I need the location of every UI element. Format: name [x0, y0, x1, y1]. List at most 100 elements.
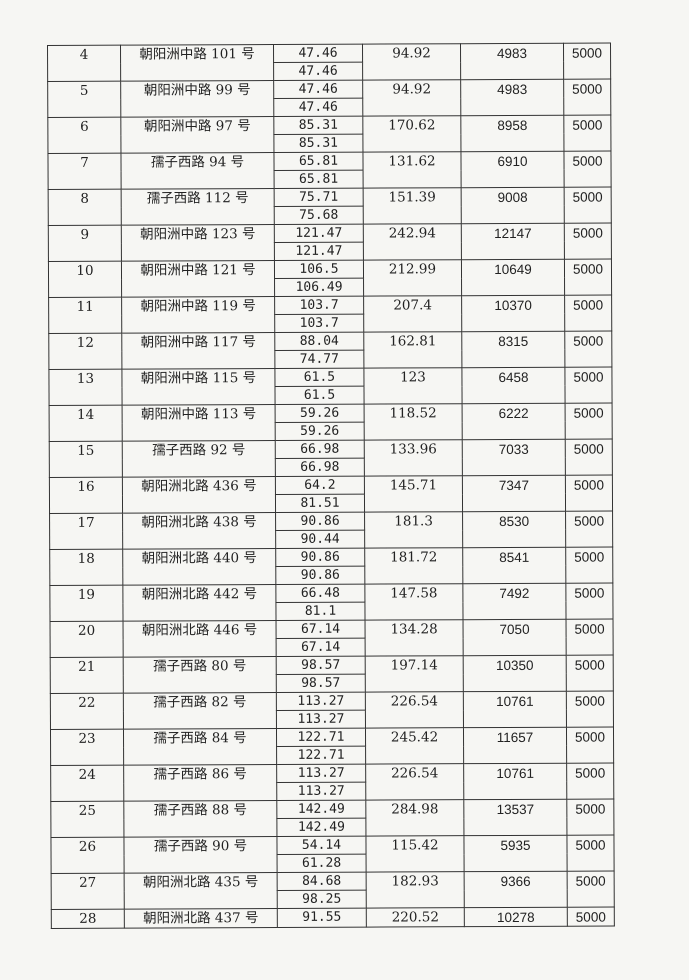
row-number-cell: 25 [50, 801, 124, 838]
area-cell: 113.27 [276, 782, 366, 801]
area-cell: 84.68 [277, 872, 367, 891]
standard-cell: 5000 [564, 331, 612, 368]
area-cell: 121.47 [274, 224, 364, 243]
address-cell: 朝阳洲中路 121 号 [121, 260, 275, 298]
area-cell: 61.5 [274, 386, 365, 405]
amount-cell: 4983 [460, 43, 564, 80]
standard-cell: 5000 [566, 691, 614, 728]
table-row: 25 孺子西路 88 号 142.49 284.98 13537 5000 [50, 799, 614, 838]
total-area-cell: 145.71 [364, 475, 463, 513]
total-area-cell: 181.3 [364, 511, 463, 549]
standard-cell: 5000 [566, 835, 615, 872]
total-area-cell: 181.72 [364, 547, 463, 585]
area-cell: 66.48 [275, 584, 365, 603]
row-number-cell: 27 [51, 873, 125, 910]
address-cell: 朝阳洲中路 97 号 [120, 116, 274, 154]
row-number-cell: 26 [50, 837, 125, 874]
address-cell: 朝阳洲中路 115 号 [121, 368, 276, 406]
area-cell: 61.28 [277, 854, 367, 873]
total-area-cell: 212.99 [363, 259, 462, 297]
row-number-cell: 22 [50, 693, 124, 730]
address-cell: 朝阳洲中路 117 号 [121, 332, 275, 370]
area-cell: 59.26 [275, 404, 365, 423]
total-area-cell: 147.58 [364, 583, 464, 621]
address-cell: 朝阳洲北路 437 号 [124, 908, 278, 929]
standard-cell: 5000 [565, 475, 613, 512]
address-cell: 朝阳洲北路 442 号 [122, 584, 277, 622]
total-area-cell: 242.94 [363, 223, 462, 261]
total-area-cell: 245.42 [365, 727, 464, 765]
address-cell: 朝阳洲北路 435 号 [124, 872, 278, 910]
standard-cell: 5000 [565, 547, 613, 584]
row-number-cell: 20 [50, 621, 124, 658]
amount-cell: 7492 [462, 583, 567, 620]
amount-cell: 8541 [462, 547, 566, 584]
standard-cell: 5000 [567, 907, 615, 927]
address-cell: 朝阳洲中路 123 号 [121, 224, 275, 262]
standard-cell: 5000 [565, 583, 614, 620]
address-cell: 朝阳洲北路 446 号 [123, 620, 277, 658]
amount-cell: 10761 [463, 763, 567, 800]
amount-cell: 9366 [464, 871, 568, 908]
area-cell: 103.7 [274, 296, 364, 315]
row-number-cell: 21 [50, 657, 124, 694]
amount-cell: 7033 [462, 439, 566, 476]
row-number-cell: 14 [49, 405, 123, 442]
area-cell: 90.86 [275, 566, 365, 585]
row-number-cell: 13 [48, 369, 123, 406]
standard-cell: 5000 [564, 187, 612, 224]
standard-cell: 5000 [566, 799, 614, 836]
address-cell: 孺子西路 88 号 [123, 800, 277, 838]
area-cell: 54.14 [276, 836, 367, 855]
row-number-cell: 4 [47, 45, 121, 82]
amount-cell: 10350 [463, 655, 567, 692]
total-area-cell: 94.92 [362, 43, 461, 81]
amount-cell: 7050 [463, 619, 567, 656]
standard-cell: 5000 [566, 763, 614, 800]
table-row: 24 孺子西路 86 号 113.27 226.54 10761 5000 [50, 763, 614, 802]
total-area-cell: 134.28 [365, 619, 464, 657]
amount-cell: 6458 [461, 367, 566, 404]
table-row: 16 朝阳洲北路 436 号 64.2 145.71 7347 5000 [49, 475, 613, 514]
amount-cell: 10649 [461, 259, 565, 296]
standard-cell: 5000 [567, 871, 615, 908]
table-row: 12 朝阳洲中路 117 号 88.04 162.81 8315 5000 [48, 331, 612, 370]
total-area-cell: 151.39 [363, 187, 462, 225]
area-cell: 98.57 [276, 656, 366, 675]
standard-cell: 5000 [563, 79, 611, 116]
total-area-cell: 220.52 [366, 907, 465, 928]
total-area-cell: 226.54 [365, 691, 464, 729]
area-cell: 98.25 [277, 890, 367, 909]
amount-cell: 9008 [461, 187, 565, 224]
address-cell: 朝阳洲北路 438 号 [122, 512, 276, 550]
amount-cell: 8958 [460, 115, 564, 152]
amount-cell: 10761 [463, 691, 567, 728]
amount-cell: 13537 [463, 799, 567, 836]
table-row: 13 朝阳洲中路 115 号 61.5 123 6458 5000 [48, 367, 613, 406]
row-number-cell: 17 [49, 513, 123, 550]
address-cell: 朝阳洲中路 113 号 [122, 404, 276, 442]
standard-cell: 5000 [566, 655, 614, 692]
table-row: 23 孺子西路 84 号 122.71 245.42 11657 5000 [50, 727, 614, 766]
table-row: 6 朝阳洲中路 97 号 85.31 170.62 8958 5000 [47, 115, 611, 154]
standard-cell: 5000 [563, 151, 612, 188]
row-number-cell: 19 [49, 585, 124, 622]
address-cell: 孺子西路 92 号 [122, 440, 276, 478]
area-cell: 47.46 [273, 44, 363, 63]
address-cell: 孺子西路 112 号 [121, 188, 275, 226]
area-cell: 106.49 [274, 278, 364, 297]
table-row: 21 孺子西路 80 号 98.57 197.14 10350 5000 [50, 655, 614, 694]
area-cell: 47.46 [273, 80, 363, 99]
area-cell: 85.31 [273, 134, 363, 153]
area-cell: 106.5 [274, 260, 364, 279]
total-area-cell: 284.98 [365, 799, 464, 837]
total-area-cell: 133.96 [364, 439, 463, 477]
total-area-cell: 131.62 [362, 151, 462, 189]
standard-cell: 5000 [566, 727, 614, 764]
area-cell: 47.46 [273, 62, 363, 81]
total-area-cell: 170.62 [362, 115, 461, 153]
area-cell: 65.81 [274, 170, 364, 189]
area-cell: 64.2 [275, 476, 365, 495]
area-cell: 81.51 [275, 494, 365, 513]
row-number-cell: 24 [50, 765, 124, 802]
